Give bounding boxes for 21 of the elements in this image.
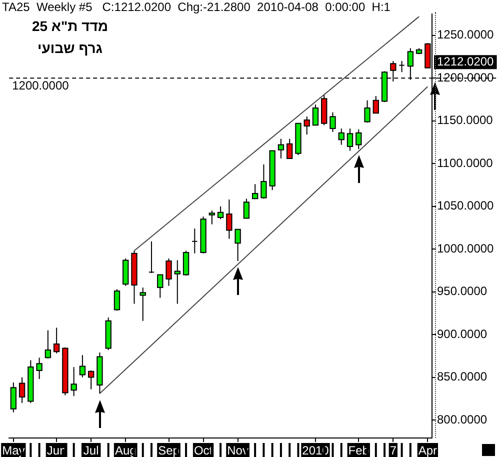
y-tick-label: 950.0000: [437, 284, 488, 298]
y-tick-label: 1200.0000: [437, 70, 494, 84]
y-tick-label: 1250.0000: [437, 28, 494, 42]
candlestick: [192, 228, 198, 254]
ref-line-label: 1200.0000: [12, 78, 70, 92]
y-tick-label: 1050.0000: [437, 198, 494, 213]
y-tick-label: 900.0000: [437, 326, 488, 341]
chart-title: TA25 Weekly #5 C:1212.0200 Chg:-21.2800 2010-04-08 0:00:00 H:1: [2, 0, 390, 14]
y-tick-label: 850.0000: [437, 370, 488, 384]
y-tick-label: 1100.0000: [437, 156, 494, 170]
annotation: מדד ת"א 25: [30, 18, 110, 34]
x-tick-label: Jul: [83, 444, 99, 457]
x-tick-label: Apr: [418, 444, 438, 457]
y-tick-label: 1000.0000: [437, 241, 494, 256]
y-tick-label: 800.0000: [437, 412, 488, 426]
y-tick-label: 1150.0000: [437, 113, 494, 128]
x-tick-label: 7: [390, 444, 397, 457]
candlestick: [398, 60, 405, 73]
annotation: גרף שבועי: [36, 40, 104, 56]
text: 1212.0200: [437, 54, 494, 68]
candlestick: [148, 240, 155, 274]
